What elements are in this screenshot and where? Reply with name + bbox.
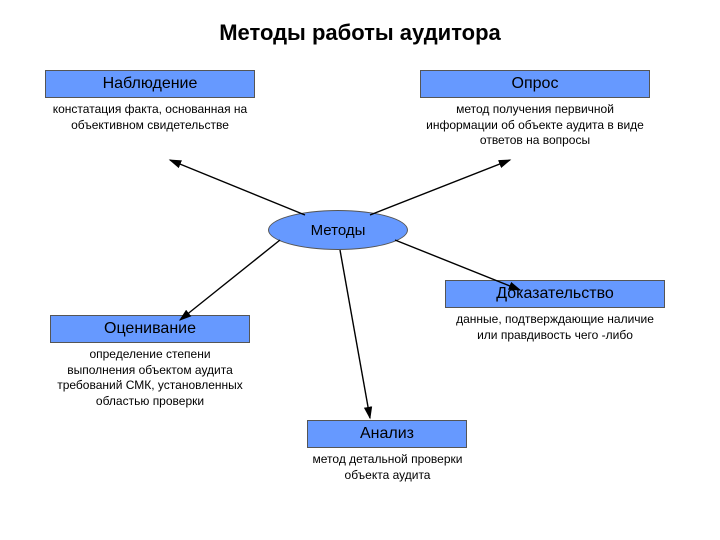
block-analysis-desc-wrap: метод детальной проверки объекта аудита <box>290 448 485 487</box>
evaluation-desc: определение степени выполнения объектом … <box>50 343 250 413</box>
block-observation: Наблюдение констатация факта, основанная… <box>45 70 255 137</box>
observation-desc: констатация факта, основанная на объекти… <box>45 98 255 137</box>
center-methods-oval: Методы <box>268 210 408 250</box>
center-label: Методы <box>311 222 366 239</box>
evaluation-header: Оценивание <box>50 315 250 343</box>
block-analysis: Анализ <box>307 420 467 448</box>
survey-desc: метод получения первичной информации об … <box>420 98 650 153</box>
block-evidence: Доказательство данные, подтверждающие на… <box>445 280 665 347</box>
page-title: Методы работы аудитора <box>0 20 720 46</box>
block-survey: Опрос метод получения первичной информац… <box>420 70 650 153</box>
observation-header: Наблюдение <box>45 70 255 98</box>
evidence-header: Доказательство <box>445 280 665 308</box>
evidence-desc: данные, подтверждающие наличие или правд… <box>445 308 665 347</box>
analysis-header: Анализ <box>307 420 467 448</box>
block-evaluation: Оценивание определение степени выполнени… <box>50 315 250 413</box>
survey-header: Опрос <box>420 70 650 98</box>
analysis-desc: метод детальной проверки объекта аудита <box>290 448 485 487</box>
